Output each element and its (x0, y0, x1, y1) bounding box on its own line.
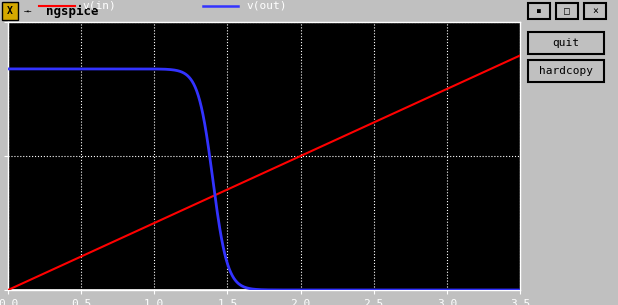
Bar (528, 60, 604, 82)
Text: v(in): v(in) (82, 1, 116, 11)
Text: quit: quit (552, 38, 580, 48)
Text: hardcopy: hardcopy (539, 66, 593, 76)
Bar (528, 3, 550, 19)
Text: ▪: ▪ (536, 6, 542, 16)
Text: ngspice: ngspice (46, 5, 98, 18)
Text: →←: →← (24, 8, 33, 14)
Bar (2, 2, 18, 20)
Text: □: □ (564, 6, 570, 16)
Text: X: X (7, 6, 13, 16)
Text: v(out): v(out) (246, 1, 287, 11)
Bar (528, 32, 604, 54)
Bar (556, 3, 578, 19)
Bar (584, 3, 606, 19)
Text: ×: × (592, 6, 598, 16)
